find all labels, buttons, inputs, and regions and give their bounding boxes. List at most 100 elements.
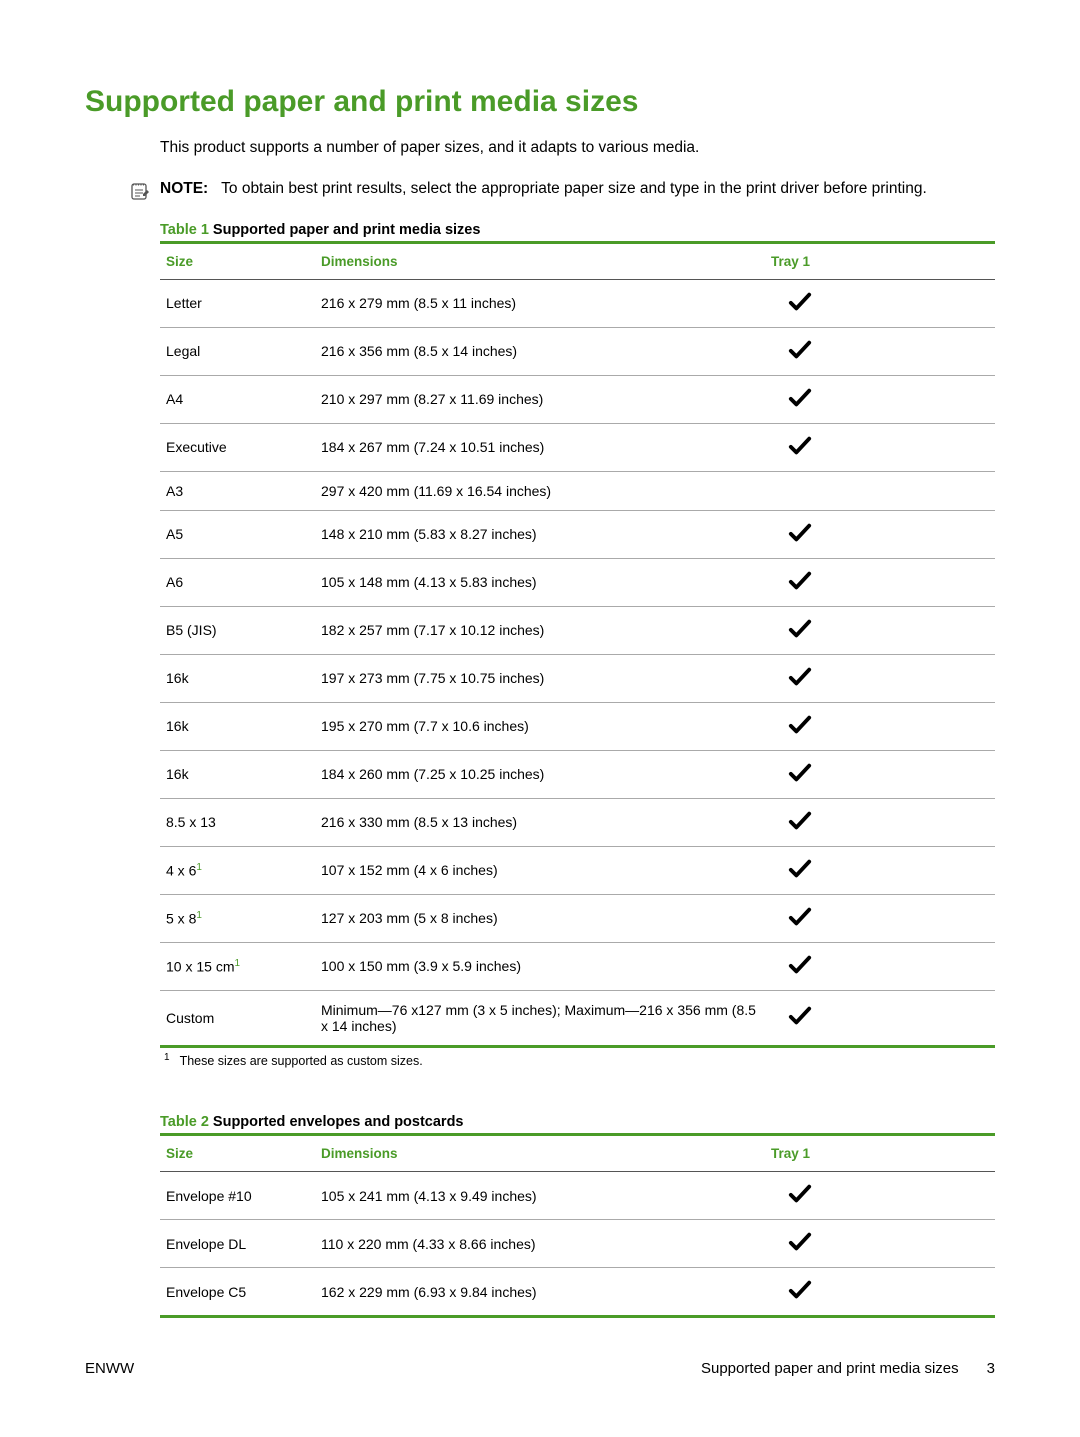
- cell-tray: [765, 702, 995, 750]
- col-header-dimensions: Dimensions: [315, 1135, 765, 1172]
- cell-size: Envelope DL: [160, 1220, 315, 1268]
- cell-tray: [765, 990, 995, 1046]
- data-table: SizeDimensionsTray 1Letter216 x 279 mm (…: [160, 241, 995, 1048]
- table-row: 10 x 15 cm1100 x 150 mm (3.9 x 5.9 inche…: [160, 942, 995, 990]
- note-body: To obtain best print results, select the…: [221, 180, 927, 197]
- cell-size: 16k: [160, 750, 315, 798]
- cell-size: Envelope C5: [160, 1268, 315, 1317]
- cell-dimensions: 182 x 257 mm (7.17 x 10.12 inches): [315, 606, 765, 654]
- check-icon: [787, 1279, 813, 1301]
- table-header-row: SizeDimensionsTray 1: [160, 242, 995, 279]
- cell-dimensions: 216 x 356 mm (8.5 x 14 inches): [315, 327, 765, 375]
- check-icon: [787, 291, 813, 313]
- footnote-ref: 1: [234, 958, 240, 969]
- table-caption-num: Table 2: [160, 1114, 209, 1130]
- cell-size: 8.5 x 13: [160, 798, 315, 846]
- check-icon: [787, 1183, 813, 1205]
- cell-tray: [765, 558, 995, 606]
- col-header-tray: Tray 1: [765, 1135, 995, 1172]
- footnote-num: 1: [164, 1052, 170, 1063]
- table-caption: Table 2 Supported envelopes and postcard…: [160, 1114, 995, 1133]
- check-icon: [787, 339, 813, 361]
- footnote-ref: 1: [196, 862, 202, 873]
- cell-dimensions: 184 x 260 mm (7.25 x 10.25 inches): [315, 750, 765, 798]
- note-text: NOTE: To obtain best print results, sele…: [160, 179, 995, 200]
- footer-page-number: 3: [987, 1360, 995, 1377]
- check-icon: [787, 570, 813, 592]
- check-icon: [787, 954, 813, 976]
- table-row: B5 (JIS)182 x 257 mm (7.17 x 10.12 inche…: [160, 606, 995, 654]
- cell-size: 16k: [160, 702, 315, 750]
- cell-tray: [765, 1220, 995, 1268]
- cell-tray: [765, 942, 995, 990]
- cell-dimensions: 162 x 229 mm (6.93 x 9.84 inches): [315, 1268, 765, 1317]
- cell-dimensions: 210 x 297 mm (8.27 x 11.69 inches): [315, 375, 765, 423]
- cell-tray: [765, 279, 995, 327]
- cell-dimensions: 197 x 273 mm (7.75 x 10.75 inches): [315, 654, 765, 702]
- cell-size: 16k: [160, 654, 315, 702]
- cell-size: A4: [160, 375, 315, 423]
- note-icon: [130, 181, 152, 208]
- table-row: A5148 x 210 mm (5.83 x 8.27 inches): [160, 510, 995, 558]
- table-row: Legal216 x 356 mm (8.5 x 14 inches): [160, 327, 995, 375]
- cell-size: Executive: [160, 423, 315, 471]
- cell-dimensions: 105 x 148 mm (4.13 x 5.83 inches): [315, 558, 765, 606]
- cell-size: Letter: [160, 279, 315, 327]
- col-header-dimensions: Dimensions: [315, 242, 765, 279]
- cell-dimensions: 105 x 241 mm (4.13 x 9.49 inches): [315, 1172, 765, 1220]
- cell-dimensions: 110 x 220 mm (4.33 x 8.66 inches): [315, 1220, 765, 1268]
- cell-size: Legal: [160, 327, 315, 375]
- check-icon: [787, 714, 813, 736]
- cell-size: 4 x 61: [160, 846, 315, 894]
- note-block: NOTE: To obtain best print results, sele…: [130, 179, 995, 208]
- table-caption-text: Supported envelopes and postcards: [213, 1114, 464, 1130]
- footnote-ref: 1: [196, 910, 202, 921]
- cell-tray: [765, 327, 995, 375]
- cell-dimensions: 297 x 420 mm (11.69 x 16.54 inches): [315, 471, 765, 510]
- table-row: A3297 x 420 mm (11.69 x 16.54 inches): [160, 471, 995, 510]
- cell-tray: [765, 654, 995, 702]
- check-icon: [787, 1231, 813, 1253]
- check-icon: [787, 387, 813, 409]
- cell-tray: [765, 423, 995, 471]
- cell-size: Custom: [160, 990, 315, 1046]
- table-caption-num: Table 1: [160, 222, 209, 238]
- cell-tray: [765, 894, 995, 942]
- table-caption: Table 1 Supported paper and print media …: [160, 222, 995, 241]
- cell-size: A6: [160, 558, 315, 606]
- page-footer: ENWW Supported paper and print media siz…: [85, 1360, 995, 1377]
- cell-dimensions: 184 x 267 mm (7.24 x 10.51 inches): [315, 423, 765, 471]
- cell-dimensions: 100 x 150 mm (3.9 x 5.9 inches): [315, 942, 765, 990]
- col-header-tray: Tray 1: [765, 242, 995, 279]
- cell-dimensions: 216 x 330 mm (8.5 x 13 inches): [315, 798, 765, 846]
- footer-left: ENWW: [85, 1360, 134, 1377]
- cell-dimensions: 195 x 270 mm (7.7 x 10.6 inches): [315, 702, 765, 750]
- check-icon: [787, 522, 813, 544]
- footnote-text: These sizes are supported as custom size…: [180, 1054, 423, 1068]
- table-header-row: SizeDimensionsTray 1: [160, 1135, 995, 1172]
- check-icon: [787, 858, 813, 880]
- table-row: 4 x 61107 x 152 mm (4 x 6 inches): [160, 846, 995, 894]
- cell-size: B5 (JIS): [160, 606, 315, 654]
- cell-dimensions: 216 x 279 mm (8.5 x 11 inches): [315, 279, 765, 327]
- check-icon: [787, 906, 813, 928]
- note-label: NOTE:: [160, 180, 208, 197]
- check-icon: [787, 1005, 813, 1027]
- footer-right-text: Supported paper and print media sizes: [701, 1360, 959, 1377]
- cell-tray: [765, 1172, 995, 1220]
- table-row: Executive184 x 267 mm (7.24 x 10.51 inch…: [160, 423, 995, 471]
- cell-size: A5: [160, 510, 315, 558]
- table-row: Envelope DL110 x 220 mm (4.33 x 8.66 inc…: [160, 1220, 995, 1268]
- cell-dimensions: 148 x 210 mm (5.83 x 8.27 inches): [315, 510, 765, 558]
- table-wrap: SizeDimensionsTray 1Envelope #10105 x 24…: [160, 1133, 995, 1318]
- cell-dimensions: 107 x 152 mm (4 x 6 inches): [315, 846, 765, 894]
- page-title: Supported paper and print media sizes: [85, 85, 995, 119]
- cell-dimensions: Minimum—76 x127 mm (3 x 5 inches); Maxim…: [315, 990, 765, 1046]
- cell-tray: [765, 798, 995, 846]
- cell-size: Envelope #10: [160, 1172, 315, 1220]
- check-icon: [787, 762, 813, 784]
- col-header-size: Size: [160, 1135, 315, 1172]
- table-row: 16k195 x 270 mm (7.7 x 10.6 inches): [160, 702, 995, 750]
- table-footnote: 1 These sizes are supported as custom siz…: [160, 1052, 995, 1068]
- table-row: Envelope #10105 x 241 mm (4.13 x 9.49 in…: [160, 1172, 995, 1220]
